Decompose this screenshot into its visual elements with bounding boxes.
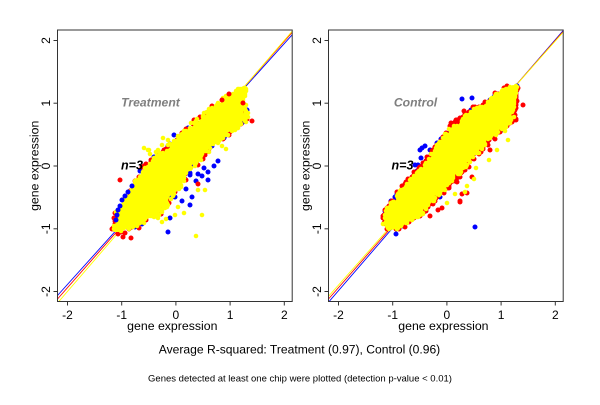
svg-text:1: 1	[39, 100, 53, 107]
svg-text:-2: -2	[39, 286, 53, 297]
svg-text:Genes detected at least one ch: Genes detected at least one chip were pl…	[148, 373, 452, 384]
svg-text:-1: -1	[39, 223, 53, 234]
svg-text:-1: -1	[310, 223, 324, 234]
svg-text:-1: -1	[387, 308, 398, 322]
svg-text:1: 1	[498, 308, 505, 322]
svg-text:Average R-squared: Treatment (: Average R-squared: Treatment (0.97), Con…	[159, 343, 440, 357]
svg-text:-2: -2	[333, 308, 344, 322]
svg-text:2: 2	[552, 308, 559, 322]
svg-text:0: 0	[444, 308, 451, 322]
svg-text:-1: -1	[116, 308, 127, 322]
svg-text:-2: -2	[310, 286, 324, 297]
svg-text:0: 0	[310, 162, 324, 169]
svg-text:Control: Control	[394, 96, 438, 110]
svg-text:-2: -2	[62, 308, 73, 322]
svg-text:2: 2	[39, 37, 53, 44]
svg-text:gene expression: gene expression	[299, 121, 313, 211]
svg-text:2: 2	[310, 37, 324, 44]
svg-text:n=3: n=3	[392, 158, 414, 172]
svg-text:gene expression: gene expression	[28, 121, 42, 211]
svg-text:1: 1	[310, 100, 324, 107]
svg-text:n=3: n=3	[121, 158, 143, 172]
svg-text:1: 1	[227, 308, 234, 322]
svg-text:0: 0	[39, 162, 53, 169]
svg-text:gene expression: gene expression	[127, 319, 217, 333]
svg-text:Treatment: Treatment	[121, 96, 181, 110]
svg-text:2: 2	[281, 308, 288, 322]
svg-text:0: 0	[173, 308, 180, 322]
svg-text:gene expression: gene expression	[398, 319, 488, 333]
